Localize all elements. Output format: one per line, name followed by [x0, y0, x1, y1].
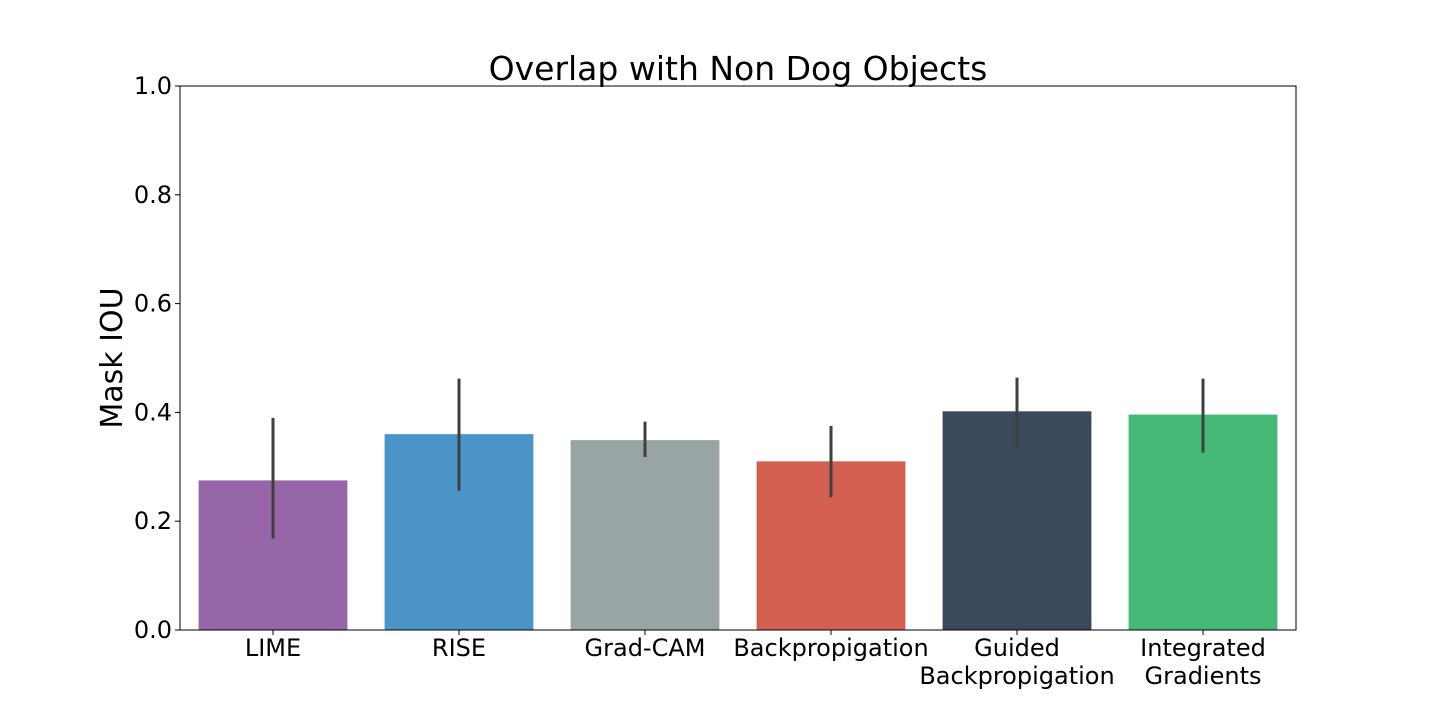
x-tick-label-2-0: Grad-CAM: [585, 634, 706, 662]
x-tick-label-1-0: RISE: [432, 634, 486, 662]
bar-2: [570, 440, 720, 630]
bar-4: [942, 411, 1092, 630]
x-tick-label-0-0: LIME: [245, 634, 301, 662]
x-axis: LIME RISE Grad-CAM Backpropigation GuidedBac…: [245, 630, 1266, 690]
x-tick-label-4-0: Guided: [974, 634, 1060, 662]
x-tick-label-5-0: Integrated: [1140, 634, 1266, 662]
y-tick-label-1: 0.2: [134, 507, 172, 535]
x-tick-label-4-1: Backpropigation: [919, 662, 1114, 690]
plot-frame: [179, 85, 1297, 631]
y-tick-label-2: 0.4: [134, 398, 172, 426]
y-axis: 0.0 0.2 0.4 0.6 0.8 1.0: [134, 72, 180, 644]
x-tick-label-5-1: Gradients: [1145, 662, 1262, 690]
y-tick-label-4: 0.8: [134, 181, 172, 209]
error-bars-layer: [271, 377, 1205, 539]
x-tick-label-3-0: Backpropigation: [733, 634, 928, 662]
y-axis-label: Mask IOU: [95, 287, 130, 428]
chart-title: Overlap with Non Dog Objects: [489, 49, 988, 88]
y-tick-label-5: 1.0: [134, 72, 172, 100]
y-tick-label-0: 0.0: [134, 616, 172, 644]
bars-layer: [198, 411, 1278, 630]
y-tick-label-3: 0.6: [134, 290, 172, 318]
